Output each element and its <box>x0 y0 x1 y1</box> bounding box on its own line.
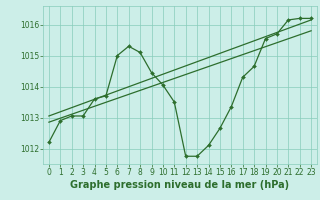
X-axis label: Graphe pression niveau de la mer (hPa): Graphe pression niveau de la mer (hPa) <box>70 180 290 190</box>
